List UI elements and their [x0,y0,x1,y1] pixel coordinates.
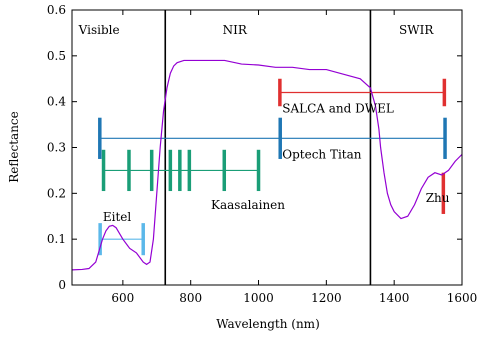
region-label-nir: NIR [223,23,248,37]
y-axis-label: Reflectance [7,111,21,183]
x-axis-label: Wavelength (nm) [216,317,320,331]
instrument-label: Optech Titan [282,147,362,161]
y-tick-label: 0.4 [47,95,66,109]
x-tick-label: 1200 [311,291,342,305]
plot-frame [71,9,463,286]
y-tick-label: 0.6 [47,3,66,17]
instrument-label: Kaasalainen [211,198,285,212]
instrument-label: Zhu [426,191,450,205]
x-tick-label: 1400 [379,291,410,305]
x-tick-label: 600 [111,291,134,305]
region-label-swir: SWIR [399,23,434,37]
x-tick-label: 800 [179,291,202,305]
reflectance-spectrum-line [71,59,463,271]
y-tick-label: 0 [58,278,66,292]
region-label-visible: Visible [78,23,120,37]
y-tick-label: 0.1 [47,232,66,246]
y-tick-label: 0.3 [47,141,66,155]
x-tick-label: 1600 [447,291,478,305]
instrument-label: Eitel [103,210,132,224]
y-tick-label: 0.2 [47,186,66,200]
x-tick-label: 1000 [243,291,274,305]
instrument-label: SALCA and DWEL [282,102,394,116]
y-tick-label: 0.5 [47,49,66,63]
